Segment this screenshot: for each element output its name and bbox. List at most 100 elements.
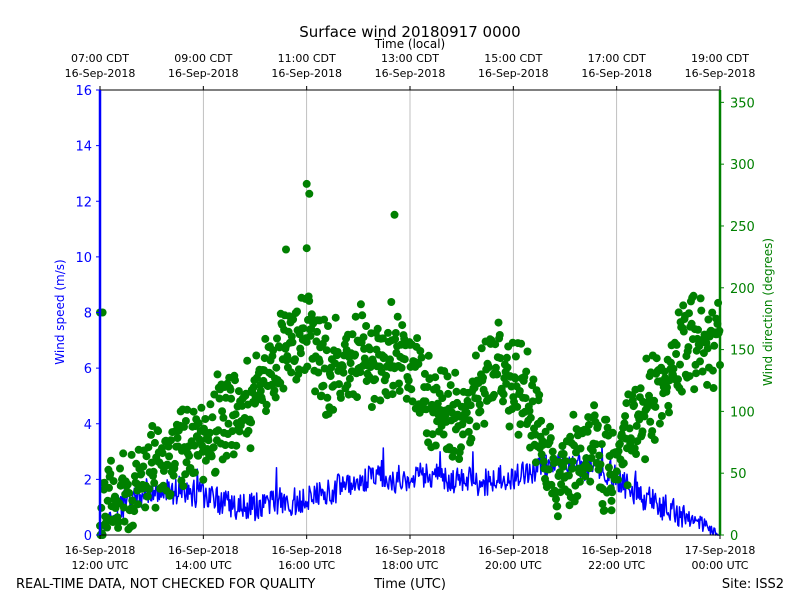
wind-direction-point <box>569 410 578 419</box>
wind-direction-point <box>537 450 546 459</box>
wind-direction-point <box>154 427 163 436</box>
left-tick-label: 6 <box>84 362 92 377</box>
wind-direction-point <box>213 370 222 379</box>
wind-direction-point <box>626 434 635 443</box>
wind-direction-point <box>119 449 128 458</box>
wind-direction-point <box>704 315 713 324</box>
wind-direction-point <box>663 383 671 392</box>
wind-direction-point <box>262 407 270 416</box>
wind-direction-point <box>585 464 594 473</box>
wind-direction-point <box>523 347 532 356</box>
bottom-tick-date: 16-Sep-2018 <box>478 544 549 557</box>
wind-direction-point <box>164 442 173 451</box>
wind-direction-point <box>575 477 584 486</box>
wind-direction-point <box>398 321 407 330</box>
wind-direction-point <box>494 318 503 327</box>
wind-direction-point <box>287 368 296 377</box>
wind-direction-point <box>235 427 244 436</box>
wind-direction-series <box>96 179 724 539</box>
wind-direction-point <box>283 352 292 361</box>
wind-direction-point <box>443 372 452 381</box>
wind-direction-point <box>243 356 252 365</box>
wind-direction-point <box>114 523 123 532</box>
wind-direction-point <box>517 339 526 348</box>
wind-direction-point <box>674 375 682 384</box>
wind-direction-point <box>646 417 655 426</box>
wind-direction-point <box>477 344 486 353</box>
wind-direction-point <box>302 179 311 188</box>
wind-direction-point <box>642 354 651 363</box>
top-tick-time: 07:00 CDT <box>71 52 129 65</box>
wind-direction-point <box>312 337 321 346</box>
wind-direction-point <box>105 483 113 492</box>
wind-direction-point <box>224 419 233 428</box>
wind-direction-point <box>231 410 240 419</box>
wind-direction-point <box>655 419 664 428</box>
wind-direction-point <box>386 355 394 364</box>
wind-direction-point <box>433 399 442 408</box>
top-tick-time: 19:00 CDT <box>691 52 749 65</box>
wind-direction-point <box>141 503 150 512</box>
wind-direction-point <box>142 452 151 461</box>
wind-direction-point <box>676 360 684 369</box>
wind-direction-point <box>587 454 596 462</box>
wind-direction-point <box>467 434 476 443</box>
bottom-tick-time: 22:00 UTC <box>588 559 645 572</box>
top-tick-date: 16-Sep-2018 <box>65 67 136 80</box>
wind-direction-point <box>553 502 562 511</box>
wind-direction-point <box>215 394 224 403</box>
wind-direction-point <box>600 506 609 515</box>
left-tick-label: 4 <box>84 418 92 433</box>
bottom-tick-date: 16-Sep-2018 <box>581 544 652 557</box>
wind-direction-point <box>595 451 604 460</box>
wind-direction-point <box>638 427 647 436</box>
site-label: Site: ISS2 <box>722 577 784 592</box>
wind-direction-point <box>359 333 368 342</box>
wind-direction-point <box>444 389 453 398</box>
left-tick-label: 8 <box>84 307 92 322</box>
wind-direction-point <box>256 387 265 395</box>
wind-direction-point <box>109 477 118 486</box>
wind-direction-point <box>531 458 540 467</box>
wind-direction-point <box>561 457 570 466</box>
wind-direction-point <box>302 337 311 346</box>
wind-direction-point <box>604 463 613 472</box>
left-tick-label: 2 <box>84 473 92 488</box>
wind-direction-point <box>231 376 239 385</box>
wind-direction-point <box>181 470 190 479</box>
wind-direction-point <box>358 311 367 320</box>
wind-direction-point <box>400 355 409 364</box>
wind-direction-point <box>183 405 192 414</box>
wind-direction-point <box>107 456 115 465</box>
wind-direction-point <box>607 506 616 515</box>
wind-direction-point <box>499 390 508 399</box>
wind-direction-point <box>320 315 329 324</box>
wind-direction-point <box>335 380 343 389</box>
wind-direction-point <box>698 367 707 376</box>
wind-direction-point <box>324 322 332 330</box>
top-tick-time: 11:00 CDT <box>278 52 336 65</box>
wind-direction-point <box>568 464 577 473</box>
wind-direction-point <box>514 430 523 439</box>
wind-direction-point <box>314 368 323 377</box>
bottom-tick-date: 16-Sep-2018 <box>375 544 446 557</box>
top-tick-time: 13:00 CDT <box>381 52 439 65</box>
bottom-tick-time: 12:00 UTC <box>71 559 128 572</box>
top-tick-time: 17:00 CDT <box>588 52 646 65</box>
wind-direction-point <box>521 394 530 403</box>
wind-direction-point <box>441 411 450 420</box>
wind-direction-point <box>513 402 522 411</box>
left-tick-label: 12 <box>75 195 92 210</box>
wind-direction-point <box>97 503 106 512</box>
wind-direction-point <box>684 343 693 352</box>
top-tick-date: 16-Sep-2018 <box>581 67 652 80</box>
top-tick-date: 16-Sep-2018 <box>271 67 342 80</box>
wind-direction-point <box>623 481 632 490</box>
wind-direction-point <box>194 419 203 428</box>
wind-direction-point <box>690 385 699 394</box>
wind-direction-point <box>462 408 471 417</box>
wind-direction-point <box>484 363 493 372</box>
wind-direction-point <box>305 189 314 198</box>
wind-direction-point <box>326 372 335 381</box>
wind-direction-point <box>650 435 659 444</box>
